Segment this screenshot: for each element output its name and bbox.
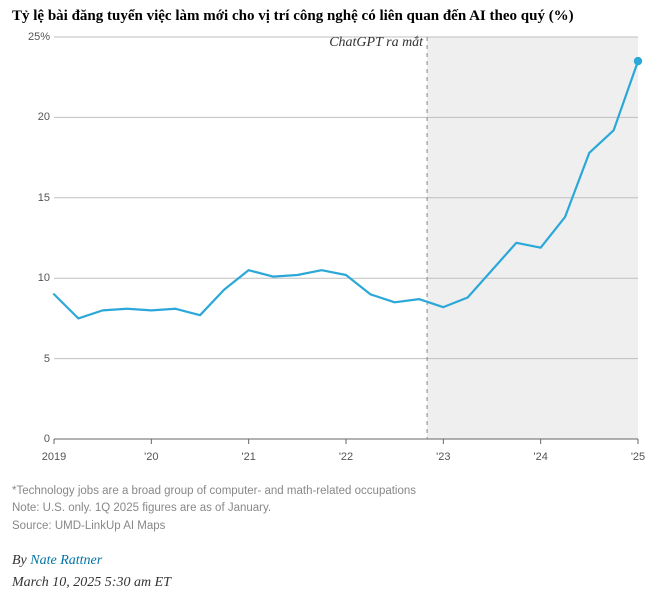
footnote-source: Source: UMD-LinkUp AI Maps bbox=[12, 518, 643, 535]
x-tick-label: '21 bbox=[241, 451, 255, 463]
x-tick-label: '25 bbox=[631, 451, 645, 463]
x-tick-label: '22 bbox=[339, 451, 353, 463]
y-tick-label: 20 bbox=[18, 111, 50, 123]
byline-prefix: By bbox=[12, 553, 30, 568]
chart-svg bbox=[54, 37, 638, 439]
dateline: March 10, 2025 5:30 am ET bbox=[12, 575, 643, 591]
footnote-definition: *Technology jobs are a broad group of co… bbox=[12, 483, 643, 500]
x-tick-label: '23 bbox=[436, 451, 450, 463]
y-tick-label: 15 bbox=[18, 192, 50, 204]
byline: By Nate Rattner bbox=[12, 553, 643, 569]
y-tick-label: 5 bbox=[18, 353, 50, 365]
chart-footnotes: *Technology jobs are a broad group of co… bbox=[12, 483, 643, 535]
x-tick-label: 2019 bbox=[42, 451, 66, 463]
x-tick-label: '24 bbox=[533, 451, 547, 463]
chart-container: 0510152025% ChatGPT ra mắt 2019'20'21'22… bbox=[18, 37, 638, 467]
annotation-chatgpt: ChatGPT ra mắt bbox=[329, 35, 423, 51]
x-axis-labels: 2019'20'21'22'23'24'25 bbox=[54, 445, 638, 467]
chart-title: Tỷ lệ bài đăng tuyển việc làm mới cho vị… bbox=[12, 8, 643, 25]
footnote-note: Note: U.S. only. 1Q 2025 figures are as … bbox=[12, 500, 643, 517]
x-tick-label: '20 bbox=[144, 451, 158, 463]
plot-area: ChatGPT ra mắt bbox=[54, 37, 638, 439]
y-tick-label: 25% bbox=[18, 31, 50, 43]
y-tick-label: 10 bbox=[18, 272, 50, 284]
y-axis-labels: 0510152025% bbox=[18, 37, 50, 467]
y-tick-label: 0 bbox=[18, 433, 50, 445]
byline-author: Nate Rattner bbox=[30, 553, 102, 568]
